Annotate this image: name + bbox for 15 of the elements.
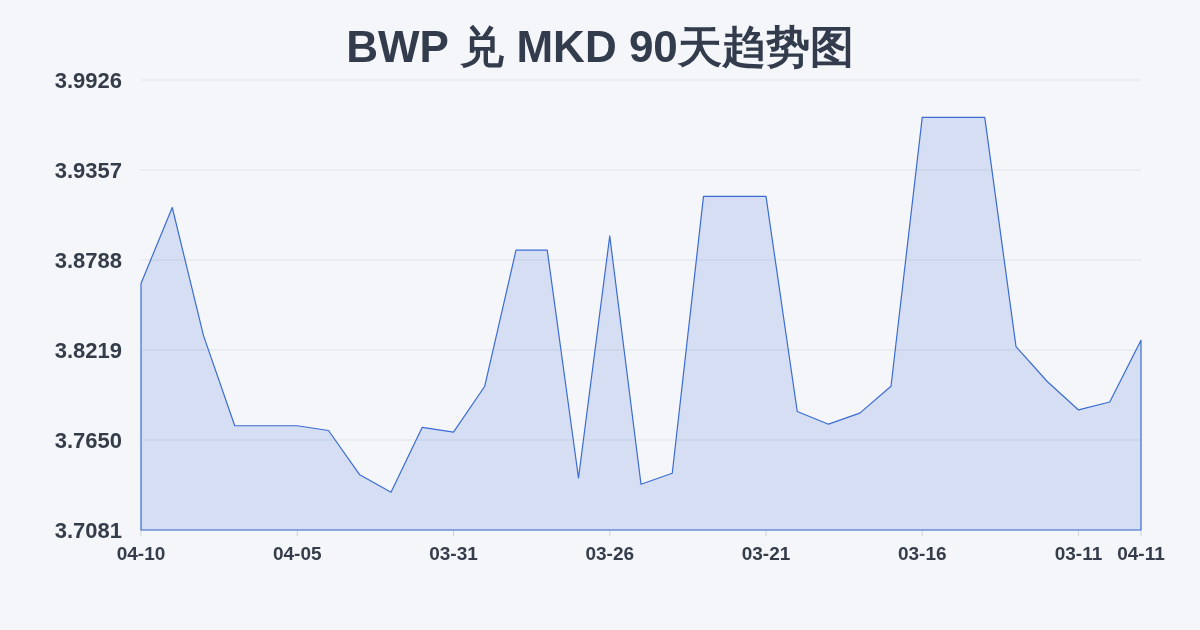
x-tick-label: 03-26 <box>585 543 635 564</box>
x-tick-label: 03-31 <box>429 543 479 564</box>
x-tick-label: 04-05 <box>272 543 322 564</box>
x-tick-label: 04-11 <box>1117 543 1166 564</box>
x-tick-label: 03-16 <box>897 543 947 564</box>
y-tick-label: 3.9926 <box>54 68 122 93</box>
y-tick-label: 3.8219 <box>54 338 122 363</box>
chart-title: BWP 兑 MKD 90天趋势图 <box>346 22 854 71</box>
x-tick-label: 03-21 <box>741 543 791 564</box>
y-tick-label: 3.9357 <box>54 158 122 183</box>
y-tick-label: 3.7081 <box>54 518 122 543</box>
y-tick-label: 3.8788 <box>54 248 122 273</box>
x-tick-label: 04-10 <box>116 543 166 564</box>
y-tick-label: 3.7650 <box>54 428 122 453</box>
x-tick-label: 03-11 <box>1054 543 1103 564</box>
